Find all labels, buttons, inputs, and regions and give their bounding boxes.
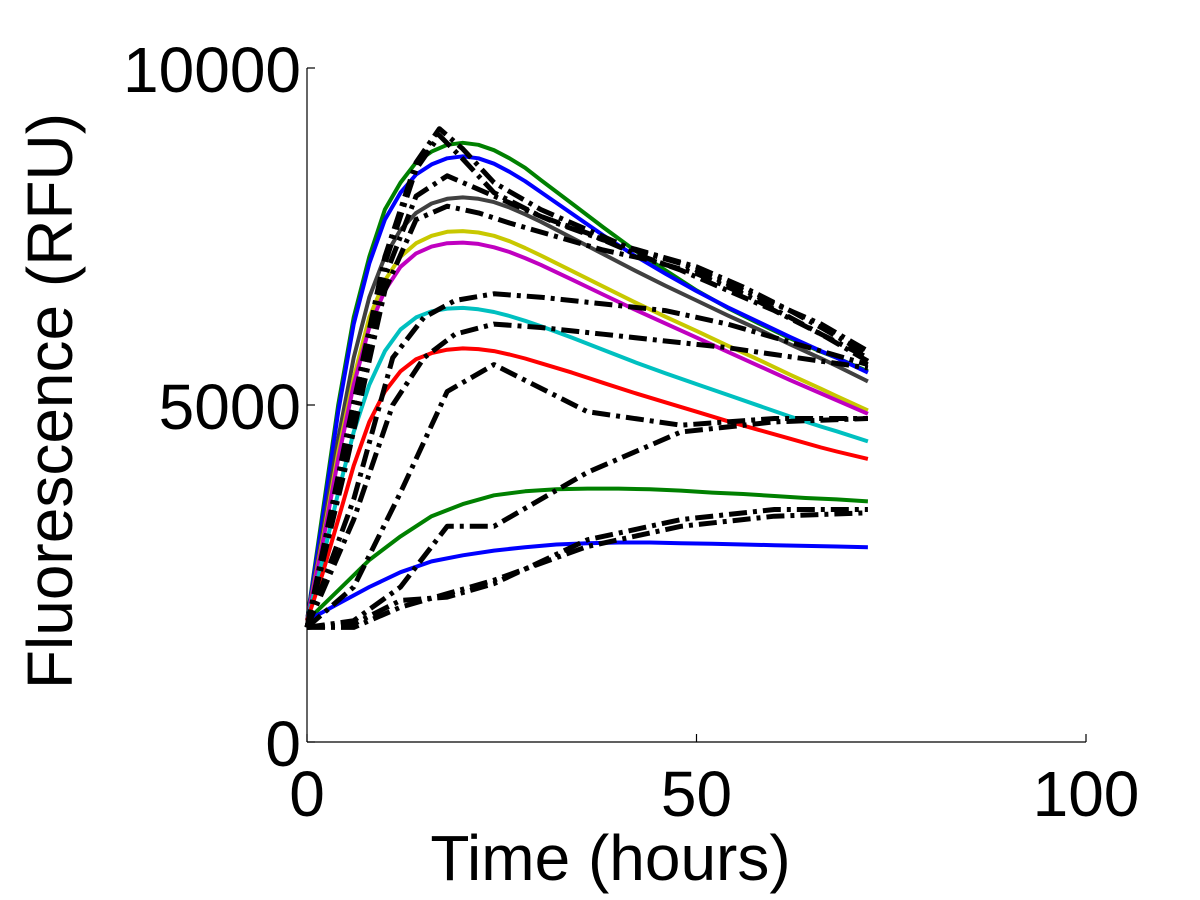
series-line-3 — [305, 195, 869, 622]
series-line-16 — [305, 362, 868, 630]
series-line-14 — [304, 291, 869, 629]
y-tick-label: 5000 — [159, 371, 301, 443]
y-tick-label: 10000 — [123, 34, 301, 106]
y-axis-label: Fluorescence (RFU) — [14, 113, 86, 689]
series-line-9 — [306, 540, 868, 623]
series-line-12 — [304, 173, 870, 628]
series-line-4 — [305, 229, 869, 622]
series-line-18 — [306, 507, 868, 630]
series-line-19 — [307, 510, 868, 630]
axis-ticks: 0 50 100 0 5000 10000 — [123, 34, 1139, 830]
x-tick-label: 50 — [661, 758, 732, 830]
series-line-5 — [305, 240, 869, 622]
series-line-6 — [305, 305, 869, 622]
series-line-8 — [305, 486, 869, 623]
series-line-13 — [304, 203, 870, 628]
x-tick-label: 100 — [1033, 758, 1140, 830]
series-line-17 — [306, 416, 868, 630]
series-lines — [304, 126, 870, 630]
series-line-7 — [305, 346, 869, 622]
x-tick-label: 0 — [289, 758, 325, 830]
x-axis-label: Time (hours) — [430, 822, 790, 894]
series-line-15 — [304, 321, 869, 629]
series-line-2 — [305, 154, 869, 622]
y-tick-label: 0 — [265, 708, 301, 780]
